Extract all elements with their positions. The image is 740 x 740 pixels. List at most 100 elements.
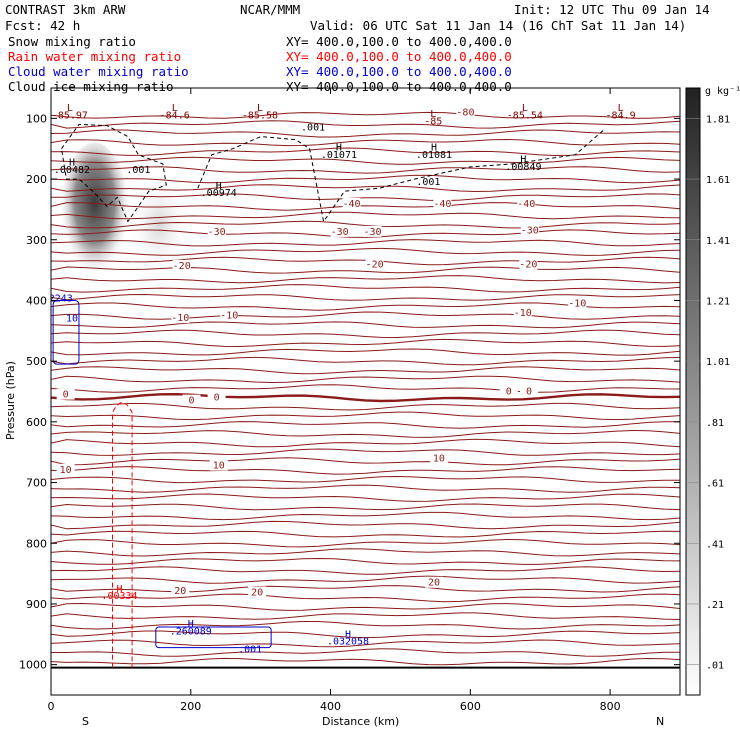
x-axis-start-label: S	[82, 715, 89, 728]
x-axis-end-label: N	[656, 715, 664, 728]
contour-label-bg	[182, 394, 201, 406]
isotherm-label: 0	[63, 390, 69, 401]
colorbar-tick-label: 1.81	[706, 114, 730, 125]
isotherm-line	[51, 484, 680, 493]
isotherm-line	[51, 438, 680, 448]
contour-value-label: .001	[301, 122, 325, 133]
source-label: NCAR/MMM	[240, 2, 300, 17]
isotherm-line	[51, 457, 680, 466]
isotherm-line	[51, 338, 680, 348]
y-tick-label: 700	[26, 477, 47, 490]
isotherm-label: -30	[363, 227, 381, 238]
y-tick-label: 600	[26, 416, 47, 429]
y-tick-label: 1000	[19, 659, 47, 672]
x-tick-label: 400	[320, 700, 341, 713]
field-xy-cloud-ice: XY= 400.0,100.0 to 400.0,400.0	[286, 79, 512, 94]
isotherm-line	[51, 466, 680, 475]
x-axis-title: Distance (km)	[322, 715, 399, 728]
x-tick-label: 200	[180, 700, 201, 713]
extremum-marker: H	[216, 181, 222, 192]
field-name-rain: Rain water mixing ratio	[8, 49, 181, 64]
isotherm-line	[51, 557, 680, 565]
extremum-marker: L	[67, 103, 73, 114]
contour-label-bg	[519, 258, 538, 270]
isotherm-line	[51, 366, 680, 375]
contour-label-bg	[207, 391, 226, 403]
isotherm-line	[51, 120, 680, 129]
contour-label-bg	[568, 297, 587, 309]
extremum-value: .01081	[416, 150, 452, 161]
contour-label-bg	[248, 586, 267, 598]
isotherm-label: 20	[174, 586, 186, 597]
axes: 0 200 400 600 800100200300400500600700800900…	[19, 88, 680, 713]
isotherm-line	[51, 593, 680, 603]
isotherm-line	[51, 530, 680, 538]
extremum-marker: H	[345, 629, 351, 640]
contour-label-bg	[520, 385, 539, 397]
contour-label-bg	[433, 197, 452, 209]
contour-label-bg	[330, 225, 349, 237]
isotherm-label: -10	[220, 311, 238, 322]
colorbar-tick-label: .81	[706, 418, 724, 429]
contour-value-label: 2243	[49, 294, 73, 305]
isotherm-line	[51, 220, 680, 229]
isotherm-label: -30	[521, 226, 539, 237]
colorbar: g kg⁻¹ .01 .21 .41 .61 .81 1.01 1.21 1.41 1.61 1.…	[685, 86, 740, 696]
colorbar-tick-label: 1.21	[706, 296, 730, 307]
init-time: Init: 12 UTC Thu 09 Jan 14	[514, 2, 710, 17]
valid-time: Valid: 06 UTC Sat 11 Jan 14 (16 ChT Sat …	[310, 18, 686, 33]
extremum-value: -85.54	[507, 110, 543, 121]
contour-label-bg	[172, 259, 191, 271]
contour-label-bg	[171, 585, 190, 597]
plot-area: -80 -40 -40 -40 -30 -30 -30 -30 -20 -20 -20 -10 -10 -…	[49, 103, 680, 669]
isotherm-label: -30	[331, 227, 349, 238]
extremum-value: .01071	[321, 150, 357, 161]
y-tick-label: 500	[26, 355, 47, 368]
isotherm-line	[51, 392, 680, 403]
contour-label-bg	[220, 309, 239, 321]
extremum-marker: L	[618, 103, 624, 114]
colorbar-tick-label: 1.61	[706, 175, 730, 186]
snow-shaded-region	[61, 142, 128, 277]
extremum-value: .00974	[201, 188, 237, 199]
isotherm-label: 0	[526, 387, 532, 398]
extremum-marker: H	[336, 143, 342, 154]
isotherm-line	[51, 184, 680, 193]
temperature-contours	[51, 111, 680, 669]
isotherm-line	[51, 266, 680, 274]
isotherm-label: 10	[433, 453, 445, 464]
isotherm-line	[51, 202, 680, 211]
isotherm-line	[51, 348, 680, 356]
isotherm-line	[51, 566, 680, 575]
contour-value-label: .001	[238, 645, 262, 656]
isotherm-line	[51, 520, 680, 530]
extremum-marker: H	[116, 584, 122, 595]
isotherm-label: -40	[342, 199, 360, 210]
x-tick-label: 600	[460, 700, 481, 713]
isotherm-line	[51, 239, 680, 247]
isotherm-line	[51, 256, 680, 266]
colorbar-tick-label: 1.01	[706, 357, 730, 368]
rain-contour	[112, 402, 133, 668]
field-name-snow: Snow mixing ratio	[8, 34, 136, 49]
contour-label-bg	[517, 197, 536, 209]
isotherm-line	[51, 311, 680, 320]
cloud-ice-contours	[60, 123, 604, 223]
extremum-marker: L	[172, 103, 178, 114]
contour-label-bg	[56, 388, 75, 400]
isotherm-line	[51, 129, 680, 138]
contour-label-bg	[365, 258, 384, 270]
isotherm-line	[51, 275, 680, 284]
isotherm-line	[51, 384, 680, 393]
contour-label-bg	[456, 106, 475, 118]
isotherm-line	[51, 156, 680, 165]
isotherm-line	[51, 548, 680, 557]
extremum-value: .260089	[170, 626, 212, 637]
isotherm-label: -10	[568, 299, 586, 310]
isotherm-line	[51, 229, 680, 238]
isotherm-line	[51, 621, 680, 630]
isotherm-line	[51, 402, 680, 411]
colorbar-tick-label: .01	[706, 661, 724, 672]
x-tick-label: 800	[600, 700, 621, 713]
